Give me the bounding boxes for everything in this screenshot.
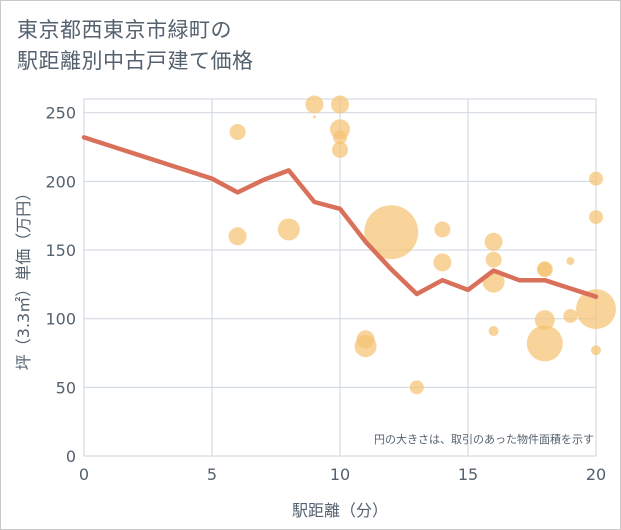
- y-tick-label: 150: [45, 241, 76, 260]
- data-bubble: [485, 251, 502, 268]
- data-bubble: [332, 141, 348, 158]
- data-bubble: [484, 232, 503, 251]
- data-bubble: [434, 221, 451, 238]
- bubbles-layer: [228, 95, 616, 395]
- chart-title-line-2: 駅距離別中古戸建て価格: [17, 49, 254, 73]
- data-bubble: [409, 380, 424, 395]
- y-tick-label: 50: [56, 378, 76, 397]
- x-tick-label: 15: [458, 465, 478, 484]
- data-bubble: [576, 289, 616, 330]
- data-bubble: [433, 253, 452, 272]
- data-bubble: [488, 326, 499, 337]
- size-annotation: 円の大きさは、取引のあった物件面積を示す: [374, 432, 594, 446]
- data-bubble: [333, 130, 347, 145]
- data-bubble: [589, 171, 603, 186]
- x-tick-label: 10: [330, 465, 350, 484]
- data-bubble: [534, 310, 555, 331]
- data-bubble: [305, 95, 324, 114]
- data-bubble: [331, 95, 349, 114]
- data-bubble: [312, 115, 316, 119]
- data-bubble: [536, 261, 553, 278]
- data-bubble: [354, 335, 377, 358]
- data-bubble: [229, 123, 246, 140]
- data-bubble: [589, 210, 603, 225]
- x-axis-title: 駅距離（分）: [292, 501, 388, 520]
- y-tick-label: 0: [66, 447, 76, 466]
- y-tick-label: 250: [45, 104, 76, 123]
- y-axis-title: 坪（3.3㎡）単価（万円）: [14, 185, 33, 370]
- y-tick-label: 200: [45, 172, 76, 191]
- data-bubble: [563, 308, 578, 323]
- y-tick-label: 100: [45, 310, 76, 329]
- data-bubble: [277, 218, 300, 241]
- chart-title-line-1: 東京都西東京市緑町の: [17, 18, 232, 42]
- data-bubble: [591, 345, 601, 356]
- data-bubble: [526, 325, 563, 362]
- chart-title: 東京都西東京市緑町の 駅距離別中古戸建て価格: [17, 15, 254, 77]
- x-tick-label: 20: [586, 465, 606, 484]
- x-tick-label: 5: [207, 465, 217, 484]
- x-tick-label: 0: [79, 465, 89, 484]
- grid: [83, 98, 597, 457]
- data-bubble: [566, 257, 575, 266]
- data-bubble: [364, 205, 419, 260]
- lines-layer: [81, 135, 599, 299]
- average-price-line: [81, 135, 599, 299]
- data-bubble: [228, 227, 247, 246]
